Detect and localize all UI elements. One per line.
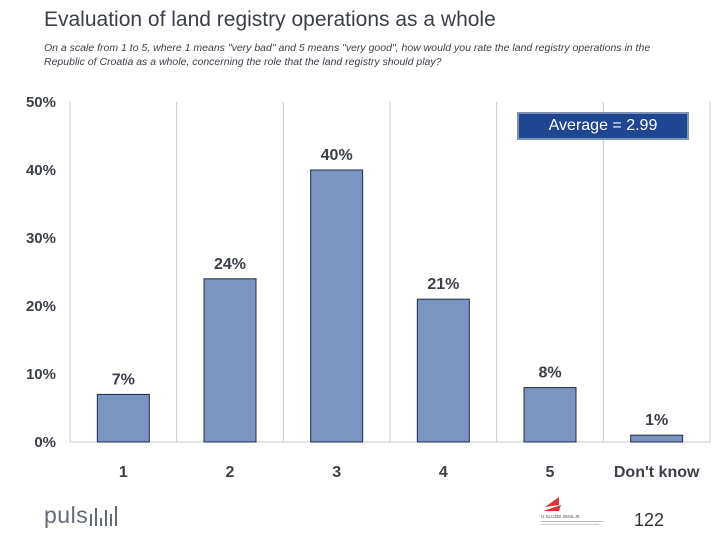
puls-wordmark: puls (44, 502, 89, 528)
y-tick-label: 10% (26, 366, 56, 383)
x-tick-label: 1 (119, 464, 128, 481)
x-tick-label: 5 (546, 464, 555, 481)
data-label: 40% (321, 147, 353, 164)
puls-bars-icon (90, 505, 118, 526)
page-title: Evaluation of land registry operations a… (44, 8, 496, 31)
y-tick-label: 30% (26, 230, 56, 247)
data-label: 21% (427, 276, 459, 293)
bar (203, 278, 257, 443)
data-label: 24% (214, 256, 246, 273)
y-tick-label: 40% (26, 162, 56, 179)
bar (416, 298, 470, 443)
data-label: 7% (112, 371, 135, 388)
y-tick-label: 50% (26, 94, 56, 111)
x-tick-label: 3 (332, 464, 341, 481)
x-tick-label: 4 (439, 464, 448, 481)
slide-number: 122 (634, 510, 665, 530)
red-logo-icon: U SLUŽBI ZEMLJE (541, 497, 603, 525)
x-tick-label: Don't know (614, 464, 700, 481)
average-box: Average = 2.99 (517, 112, 689, 140)
puls-logo: puls (44, 502, 118, 529)
y-tick-label: 20% (26, 298, 56, 315)
bar (310, 169, 364, 443)
bar (630, 434, 684, 443)
bar (523, 387, 577, 443)
y-tick-label: 0% (34, 434, 56, 451)
bar (96, 393, 150, 443)
logo-text: U SLUŽBI ZEMLJE (541, 512, 580, 519)
page-subtitle: On a scale from 1 to 5, where 1 means "v… (44, 42, 651, 68)
data-label: 8% (538, 365, 561, 382)
x-tick-label: 2 (226, 464, 235, 481)
data-label: 1% (645, 412, 668, 429)
